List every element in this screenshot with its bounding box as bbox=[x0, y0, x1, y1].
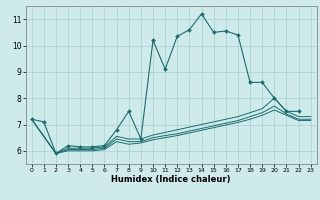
X-axis label: Humidex (Indice chaleur): Humidex (Indice chaleur) bbox=[111, 175, 231, 184]
